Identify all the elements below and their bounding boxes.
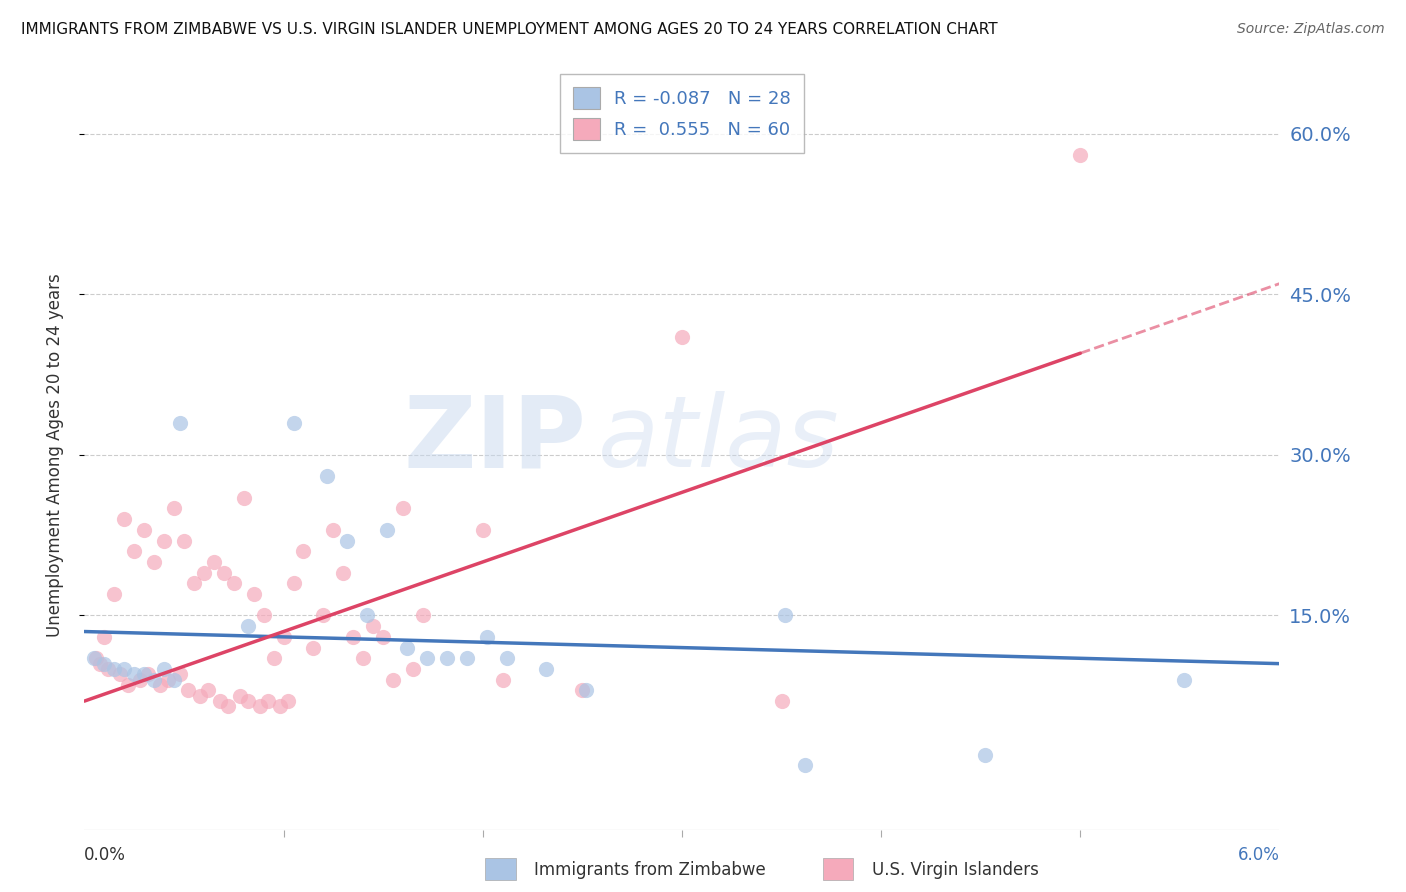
Point [253, 608, 276, 623]
Point [492, 673, 515, 687]
Point [775, 608, 797, 623]
Point [149, 678, 172, 692]
Point [103, 587, 125, 601]
Point [575, 683, 598, 698]
Point [770, 694, 793, 708]
Point [794, 758, 817, 772]
Point [402, 662, 425, 676]
Point [157, 673, 180, 687]
Point [143, 673, 166, 687]
Point [249, 699, 271, 714]
Point [392, 501, 415, 516]
Point [132, 667, 156, 681]
Text: 0.0%: 0.0% [84, 846, 127, 863]
Point [202, 555, 225, 569]
Point [183, 576, 205, 591]
Point [236, 619, 259, 633]
Point [292, 544, 315, 558]
Point [316, 469, 339, 483]
Text: Immigrants from Zimbabwe: Immigrants from Zimbabwe [534, 861, 766, 879]
Point [217, 699, 239, 714]
Text: U.S. Virgin Islanders: U.S. Virgin Islanders [872, 861, 1039, 879]
Point [382, 673, 405, 687]
Point [122, 544, 145, 558]
Point [193, 566, 215, 580]
Point [277, 694, 299, 708]
Point [356, 608, 378, 623]
Point [229, 689, 252, 703]
Point [153, 662, 176, 676]
Point [163, 501, 186, 516]
Point [232, 491, 254, 505]
Point [97, 662, 120, 676]
Point [302, 640, 325, 655]
Point [222, 576, 245, 591]
Point [1173, 673, 1195, 687]
Point [173, 533, 195, 548]
Point [117, 678, 139, 692]
Point [197, 683, 219, 698]
Point [208, 694, 231, 708]
Text: 6.0%: 6.0% [1237, 846, 1279, 863]
Point [283, 416, 305, 430]
Point [536, 662, 558, 676]
Point [332, 566, 354, 580]
Point [361, 619, 384, 633]
Point [153, 533, 176, 548]
Point [373, 630, 395, 644]
Point [110, 667, 132, 681]
Point [93, 630, 115, 644]
Point [169, 416, 191, 430]
Point [375, 523, 398, 537]
Point [93, 657, 115, 671]
Point [163, 673, 186, 687]
Point [571, 683, 593, 698]
Point [671, 330, 693, 344]
Text: IMMIGRANTS FROM ZIMBABWE VS U.S. VIRGIN ISLANDER UNEMPLOYMENT AMONG AGES 20 TO 2: IMMIGRANTS FROM ZIMBABWE VS U.S. VIRGIN … [21, 22, 998, 37]
Point [342, 630, 364, 644]
Point [495, 651, 517, 665]
Point [273, 630, 295, 644]
Point [112, 512, 135, 526]
Text: Source: ZipAtlas.com: Source: ZipAtlas.com [1237, 22, 1385, 37]
Point [396, 640, 419, 655]
Point [1069, 148, 1091, 162]
Point [283, 576, 305, 591]
Point [256, 694, 278, 708]
Point [188, 689, 211, 703]
Text: atlas: atlas [599, 392, 839, 489]
Point [475, 630, 498, 644]
Point [103, 662, 125, 676]
Point [471, 523, 494, 537]
Point [129, 673, 152, 687]
Point [143, 555, 166, 569]
Point [122, 667, 145, 681]
Point [263, 651, 285, 665]
Point [456, 651, 478, 665]
Point [132, 523, 156, 537]
Point [436, 651, 458, 665]
Point [242, 587, 264, 601]
Point [112, 662, 135, 676]
Point [412, 608, 434, 623]
Point [83, 651, 105, 665]
Point [236, 694, 259, 708]
Point [336, 533, 359, 548]
Point [973, 747, 995, 762]
Legend: R = -0.087   N = 28, R =  0.555   N = 60: R = -0.087 N = 28, R = 0.555 N = 60 [560, 74, 804, 153]
Point [136, 667, 159, 681]
Y-axis label: Unemployment Among Ages 20 to 24 years: Unemployment Among Ages 20 to 24 years [45, 273, 63, 637]
Text: ZIP: ZIP [404, 392, 586, 489]
Point [86, 651, 108, 665]
Point [322, 523, 344, 537]
Point [269, 699, 291, 714]
Point [169, 667, 191, 681]
Point [312, 608, 335, 623]
Point [89, 657, 111, 671]
Point [416, 651, 439, 665]
Point [212, 566, 235, 580]
Point [352, 651, 374, 665]
Point [177, 683, 200, 698]
